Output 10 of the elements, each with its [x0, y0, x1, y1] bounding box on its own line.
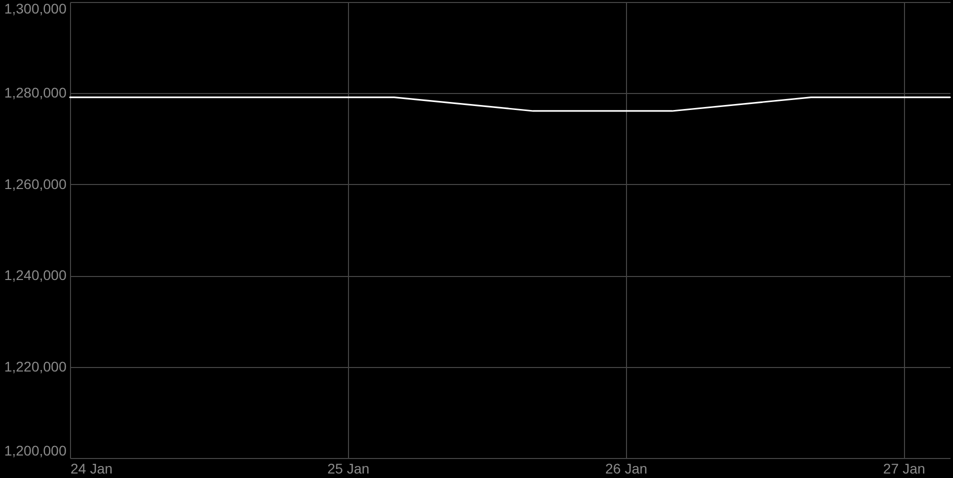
x-tick-label: 27 Jan	[883, 460, 926, 476]
y-tick-label: 1,280,000	[4, 84, 67, 101]
y-tick-label: 1,240,000	[4, 267, 67, 284]
y-tick-label: 1,200,000	[4, 442, 67, 458]
x-tick-label: 25 Jan	[327, 460, 370, 476]
x-tick-label: 26 Jan	[605, 460, 648, 476]
y-tick-label: 1,260,000	[4, 176, 67, 192]
x-tick-label: 24 Jan	[70, 460, 113, 476]
y-tick-label: 1,220,000	[4, 358, 67, 374]
y-tick-label: 1,300,000	[4, 0, 67, 16]
